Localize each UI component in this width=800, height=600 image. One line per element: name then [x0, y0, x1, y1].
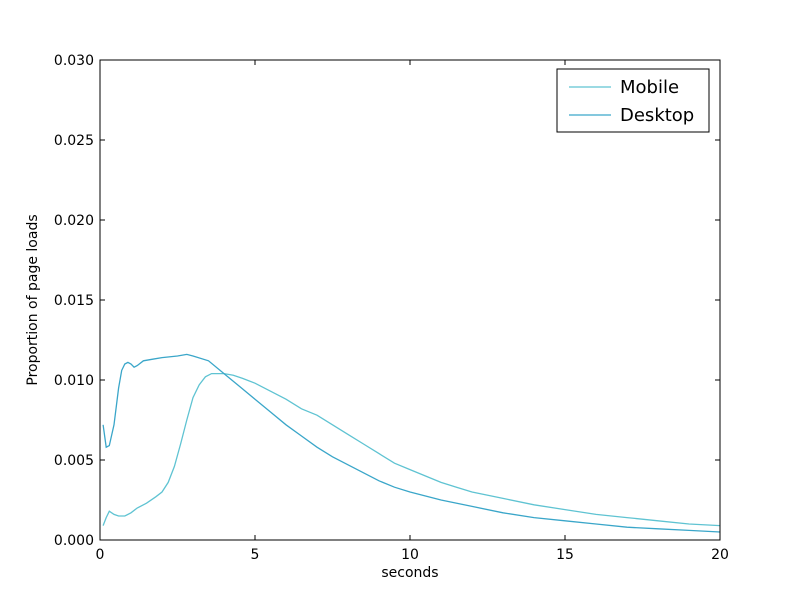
x-tick-label: 0: [96, 547, 105, 563]
y-tick-label: 0.025: [54, 133, 94, 149]
x-tick-label: 10: [401, 547, 419, 563]
x-tick-label: 20: [711, 547, 729, 563]
legend-label-desktop: Desktop: [620, 105, 694, 126]
series-layer: [102, 353, 721, 533]
legend: Mobile Desktop: [556, 68, 710, 133]
series-line-mobile: [102, 372, 721, 527]
y-tick-label: 0.000: [54, 533, 94, 549]
y-tick-label: 0.030: [54, 53, 94, 69]
y-axis-label: Proportion of page loads: [25, 214, 41, 385]
legend-label-mobile: Mobile: [620, 77, 679, 98]
x-axis-label: seconds: [381, 565, 438, 581]
y-tick-label: 0.005: [54, 453, 94, 469]
y-tick-label: 0.010: [54, 373, 94, 389]
x-tick-label: 5: [251, 547, 260, 563]
y-tick-label: 0.020: [54, 213, 94, 229]
y-tick-label: 0.015: [54, 293, 94, 309]
legend-box: [556, 68, 710, 133]
x-tick-label: 15: [556, 547, 574, 563]
series-line-desktop: [102, 353, 721, 533]
axes-layer: 0 5 10 15 20 0.000 0.005 0.010 0.015 0.020 0.025 0.…: [54, 53, 729, 563]
